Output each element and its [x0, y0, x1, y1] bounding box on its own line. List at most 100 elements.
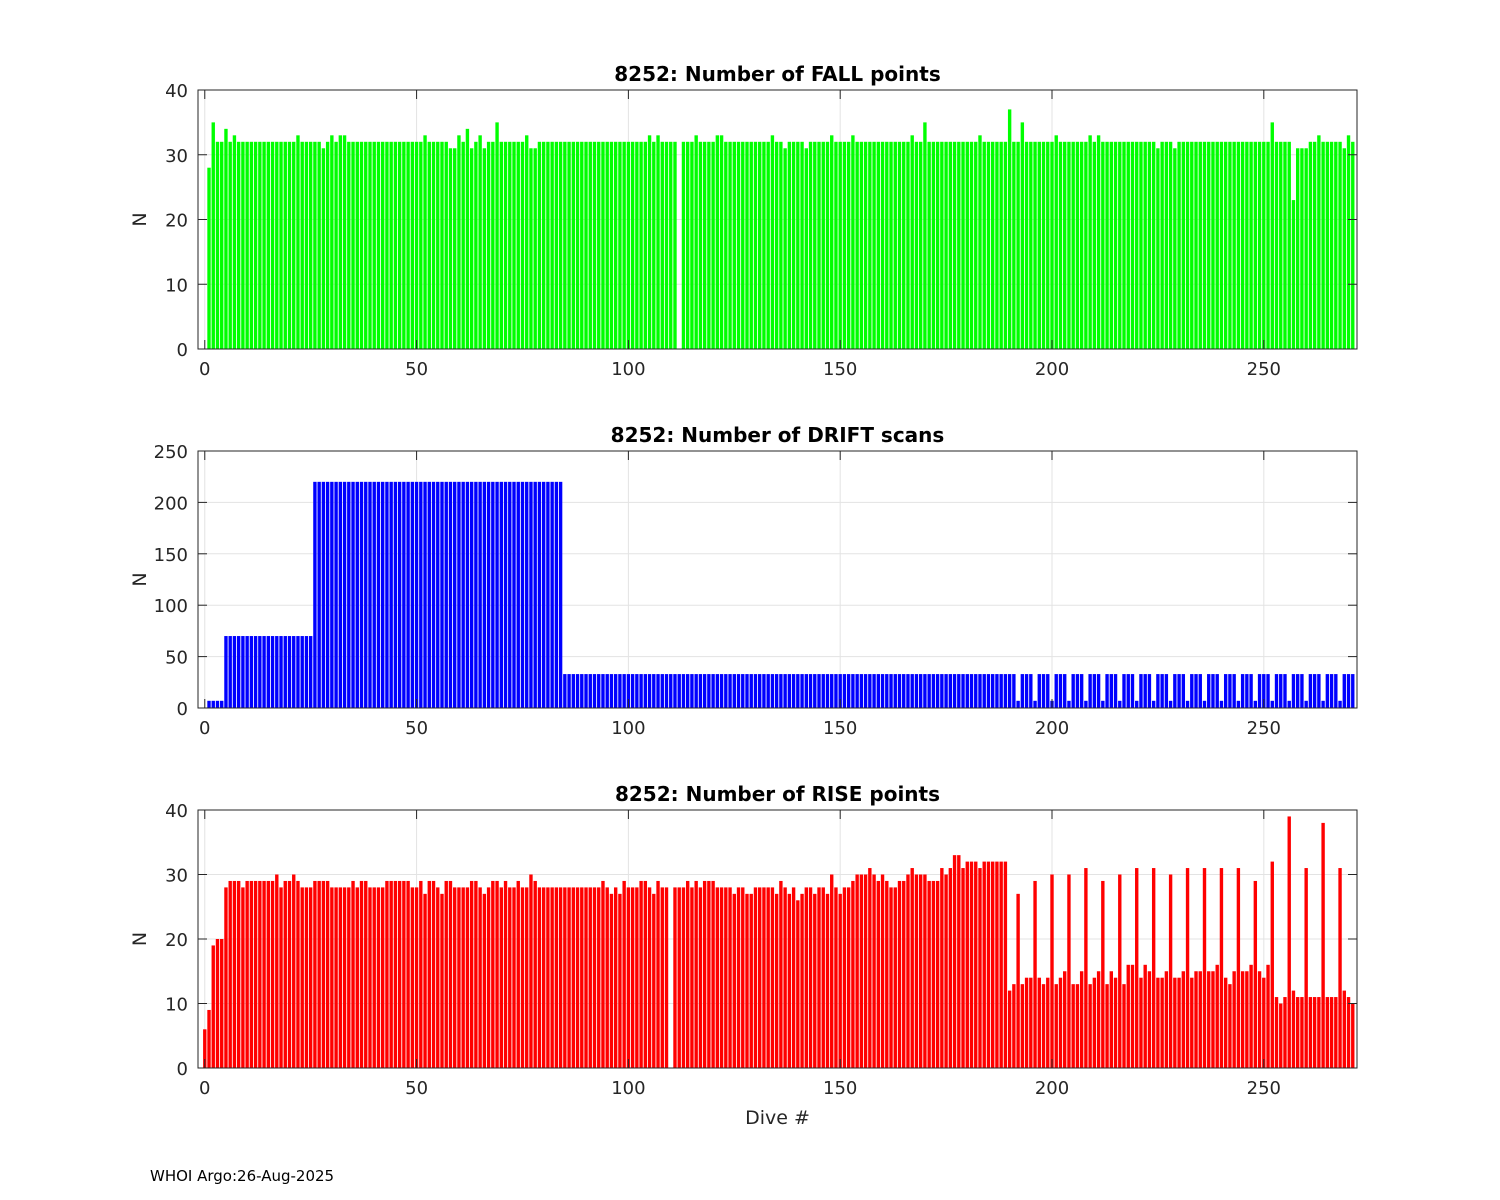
bar — [283, 141, 287, 349]
bar — [935, 141, 940, 349]
bar — [808, 141, 813, 349]
bar — [1143, 141, 1147, 349]
bar — [957, 674, 961, 708]
bar — [342, 481, 347, 708]
bar — [1088, 674, 1092, 708]
bar — [1228, 674, 1232, 708]
bar — [1329, 674, 1334, 708]
bar — [817, 887, 821, 1068]
bar — [1151, 868, 1156, 1068]
bar — [469, 880, 474, 1068]
bar — [753, 141, 758, 349]
bar — [529, 148, 533, 349]
bar — [846, 887, 851, 1068]
bar — [1308, 141, 1313, 349]
bar — [317, 880, 321, 1068]
bar — [677, 887, 681, 1068]
bar — [1211, 141, 1215, 349]
y-tick-label: 40 — [165, 81, 188, 102]
bar — [876, 141, 881, 349]
y-tick-label: 20 — [165, 930, 188, 951]
bar — [1185, 868, 1190, 1068]
bar — [372, 141, 376, 349]
bar — [347, 481, 351, 708]
bar — [897, 674, 902, 708]
bar — [779, 141, 783, 349]
bar — [830, 674, 834, 708]
bar — [308, 636, 313, 708]
bar — [906, 874, 910, 1068]
bar — [609, 893, 614, 1068]
bar — [918, 874, 923, 1068]
bar — [944, 141, 948, 349]
bar — [868, 141, 872, 349]
bar — [427, 880, 431, 1068]
bar — [1194, 674, 1198, 708]
x-tick-label: 200 — [1035, 359, 1069, 380]
bar — [825, 674, 830, 708]
bar — [902, 141, 906, 349]
bar — [592, 674, 597, 708]
bar — [948, 141, 953, 349]
bar — [372, 481, 376, 708]
bar — [419, 141, 423, 349]
bar — [1143, 674, 1147, 708]
bar — [258, 636, 262, 708]
bar — [1283, 141, 1287, 349]
chart-title: 8252: Number of RISE points — [615, 782, 940, 806]
bar — [910, 674, 914, 708]
bar — [961, 868, 965, 1068]
bar — [825, 141, 830, 349]
bar — [427, 481, 431, 708]
bar — [1346, 674, 1351, 708]
bar — [1041, 674, 1046, 708]
bar — [520, 481, 525, 708]
bar — [512, 141, 516, 349]
bar — [1351, 141, 1355, 349]
bar — [690, 674, 694, 708]
bar — [660, 674, 664, 708]
bar — [376, 481, 381, 708]
bar — [931, 141, 936, 349]
y-tick-label: 10 — [165, 995, 188, 1016]
bar — [1075, 984, 1080, 1068]
bar — [423, 893, 427, 1068]
bar — [889, 887, 893, 1068]
bar — [440, 481, 444, 708]
bar — [364, 481, 368, 708]
bar — [1245, 674, 1249, 708]
bar — [961, 674, 965, 708]
bar — [842, 674, 847, 708]
chart-title: 8252: Number of DRIFT scans — [611, 423, 945, 447]
bar — [550, 887, 554, 1068]
bar — [952, 674, 957, 708]
bar — [1262, 141, 1266, 349]
bar — [1249, 141, 1253, 349]
bar — [436, 141, 440, 349]
bar — [880, 874, 885, 1068]
bar — [541, 481, 546, 708]
bar — [961, 141, 965, 349]
bar — [1312, 997, 1317, 1068]
bar — [639, 141, 643, 349]
bar — [652, 674, 656, 708]
bar — [220, 141, 224, 349]
bar — [711, 880, 715, 1068]
bar — [533, 481, 537, 708]
bar — [1173, 674, 1177, 708]
bar — [236, 141, 241, 349]
bar — [351, 880, 355, 1068]
bar — [728, 887, 732, 1068]
bar — [414, 887, 419, 1068]
bar — [1300, 674, 1304, 708]
bar — [1096, 971, 1101, 1068]
bar — [355, 481, 359, 708]
bar — [1240, 674, 1245, 708]
bar — [406, 141, 410, 349]
bar — [571, 887, 576, 1068]
bar — [1126, 964, 1130, 1068]
bar — [1105, 141, 1109, 349]
bar — [1156, 148, 1160, 349]
bar — [999, 674, 1003, 708]
bar — [1215, 674, 1219, 708]
